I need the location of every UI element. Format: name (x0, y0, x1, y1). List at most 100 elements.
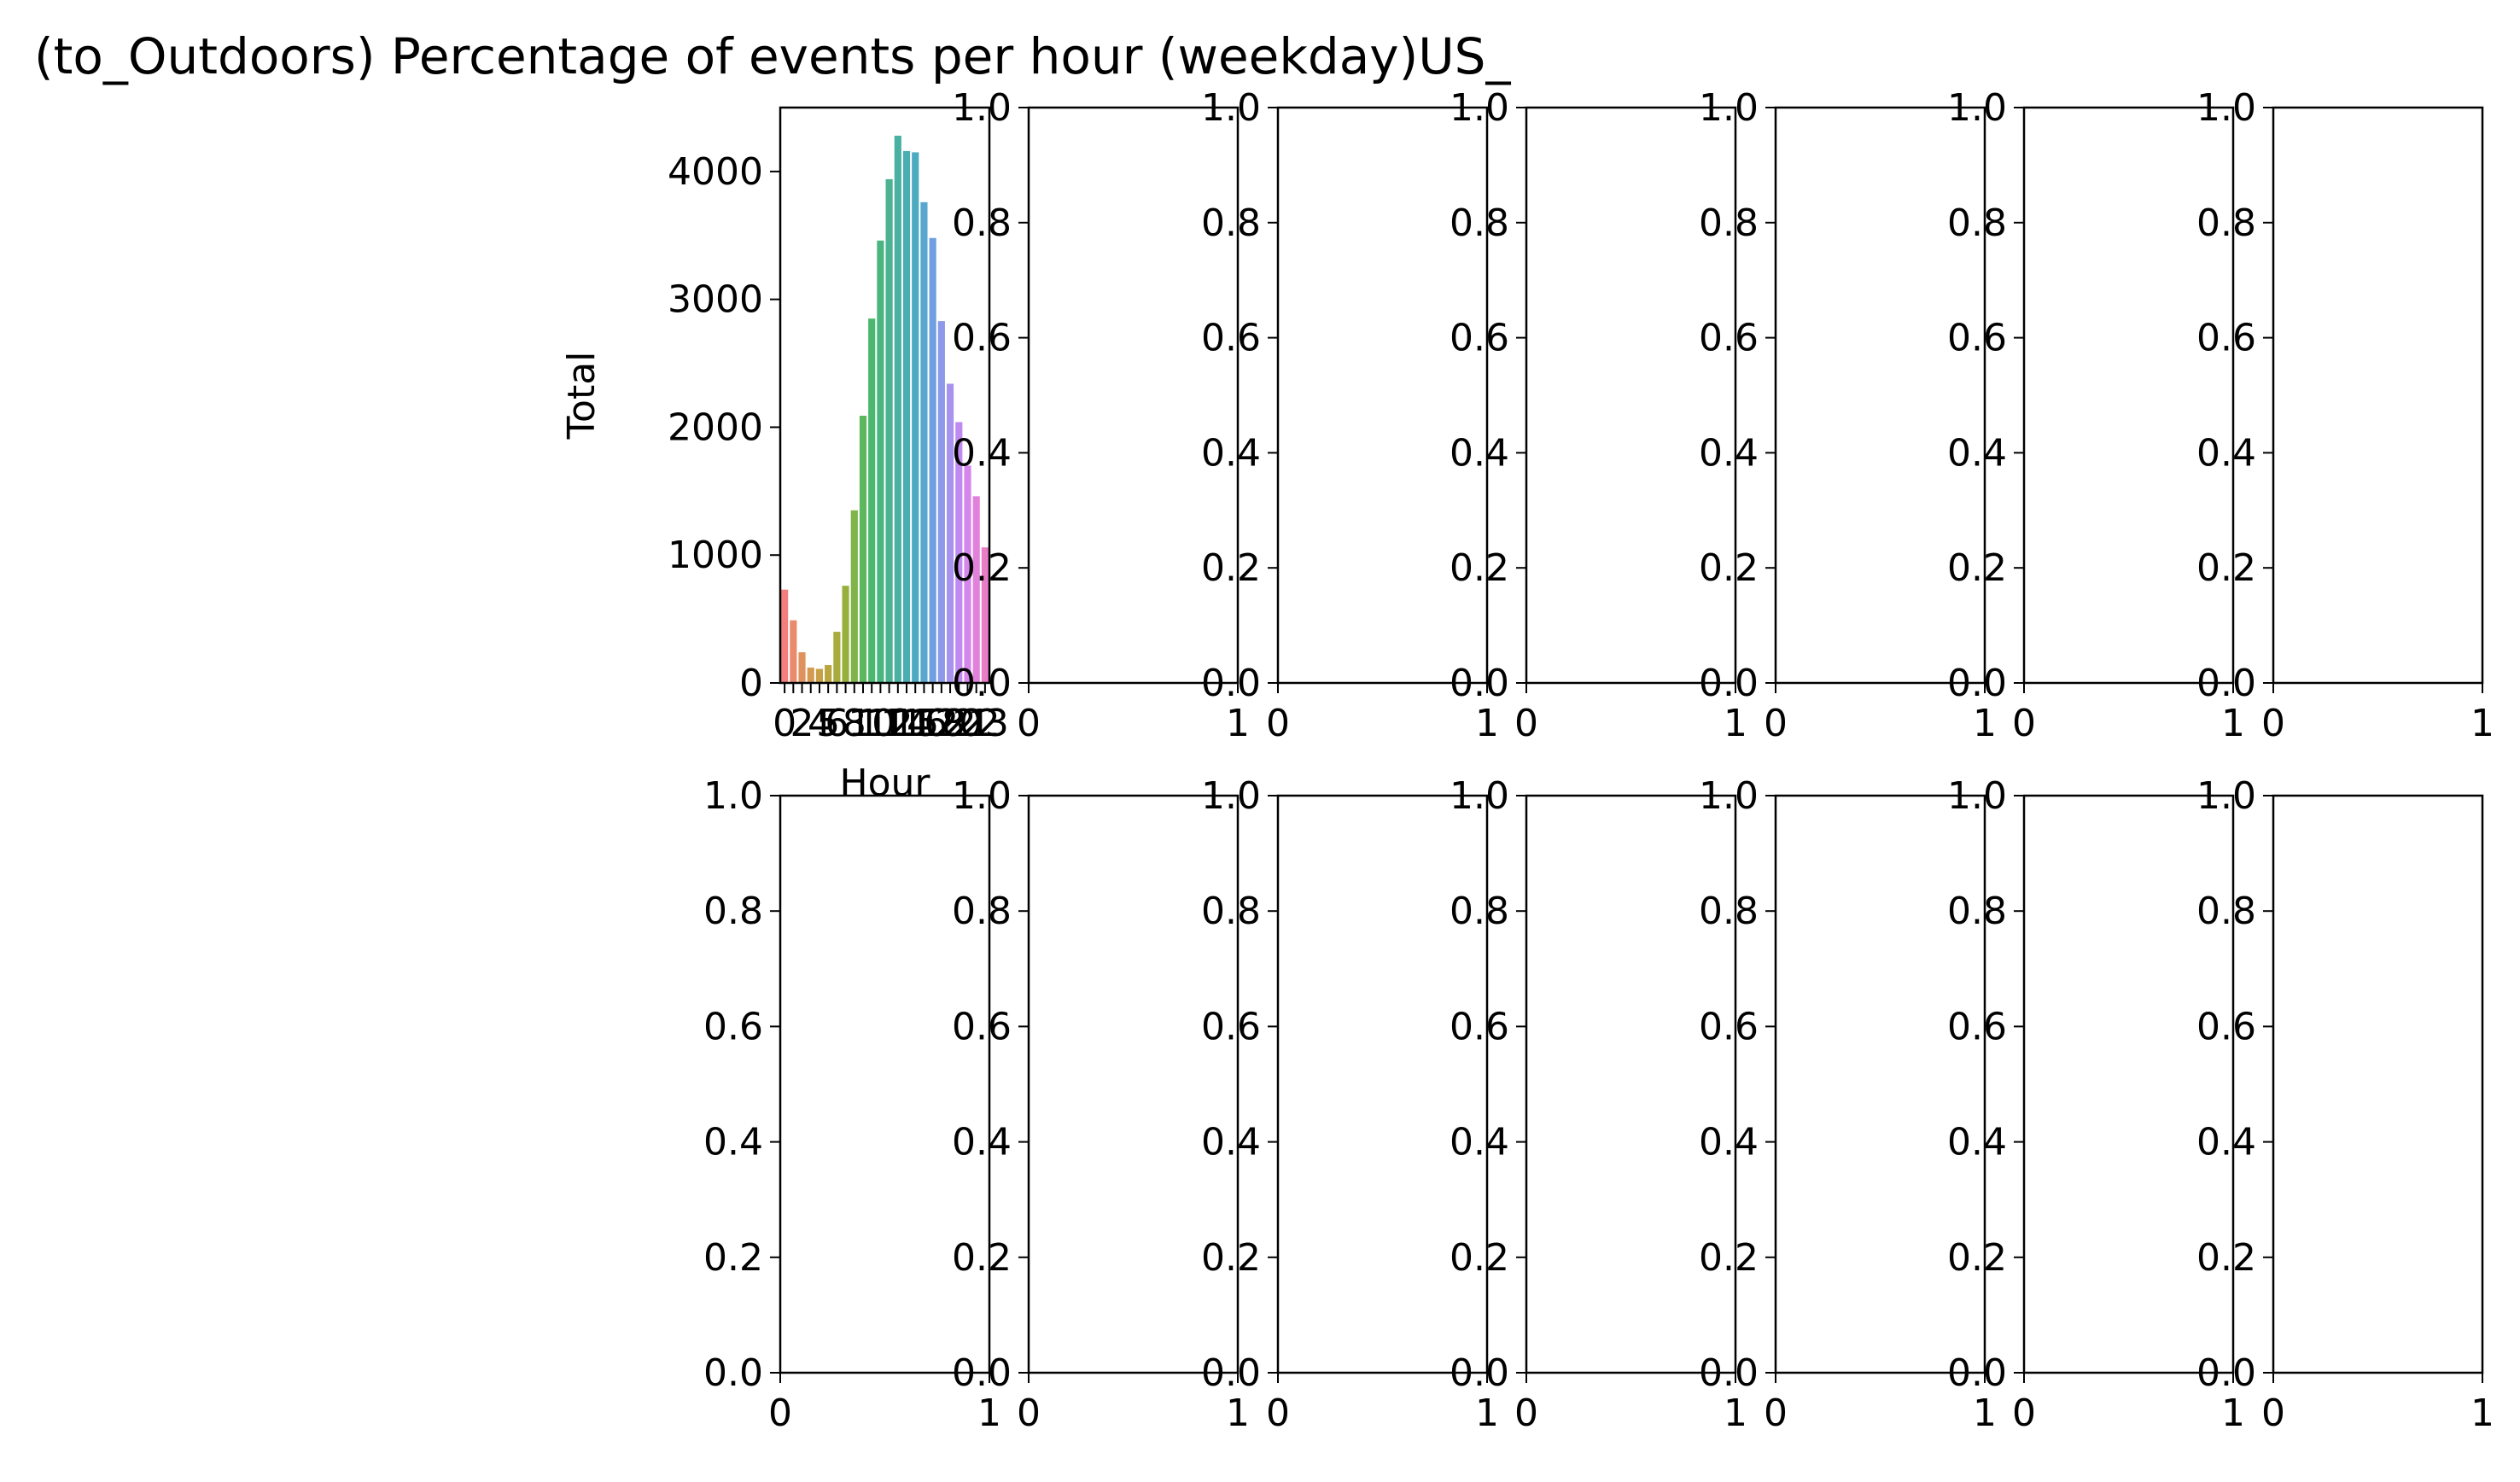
x-tick-label: 11 (856, 702, 904, 745)
x-tick-label: 1 (2221, 1392, 2245, 1435)
bar-21 (964, 465, 971, 683)
x-tick-label: 0 (2012, 702, 2036, 745)
y-tick-label: 0.2 (1699, 546, 1759, 590)
y-tick-label: 0.6 (1947, 1005, 2007, 1048)
y-tick-label: 0.4 (952, 431, 1012, 475)
y-tick-label: 0.0 (952, 1351, 1012, 1395)
y-tick-label: 1.0 (1201, 86, 1261, 130)
subplot-12-frame (1774, 794, 1986, 1374)
figure-title: (to_Outdoors) Percentage of events per h… (34, 27, 1511, 85)
y-tick-label: 0.4 (2196, 431, 2256, 475)
bar-6 (833, 632, 841, 683)
y-tick-label: 0.0 (1450, 662, 1509, 705)
y-tick-label: 1.0 (703, 774, 763, 818)
y-tick-label: 1.0 (1947, 774, 2007, 818)
x-tick-label: 4 (808, 702, 831, 745)
y-tick-label: 1.0 (952, 774, 1012, 818)
y-tick-label: 0.8 (1201, 890, 1261, 933)
y-tick-label: 0.6 (1699, 1005, 1759, 1048)
y-tick-label: 0.4 (1947, 1121, 2007, 1164)
y-tick-label: 0.2 (703, 1236, 763, 1280)
x-tick-label: 0 (1514, 1392, 1538, 1435)
bar-1 (790, 620, 797, 683)
x-tick-label: 1 (2470, 702, 2494, 745)
x-tick-label: 1 (1973, 1392, 1997, 1435)
subplot-7-frame (2272, 106, 2484, 685)
y-tick-label: 0.8 (703, 890, 763, 933)
x-tick-label: 21 (943, 702, 991, 745)
y-tick-label: 0.0 (1201, 1351, 1261, 1395)
y-tick-label: 0.4 (1947, 431, 2007, 475)
y-tick-label: 0.4 (1201, 431, 1261, 475)
y-tick-label: 0.8 (952, 890, 1012, 933)
x-tick-label: 0 (2261, 702, 2285, 745)
x-tick-label: 1 (1226, 1392, 1250, 1435)
subplot-7-empty: 0.00.20.40.60.81.00 1 (2196, 86, 2494, 745)
y-tick-label: 4000 (668, 150, 763, 194)
y-tick-label: 0.6 (703, 1005, 763, 1048)
x-tick-label: 1 (1475, 702, 1499, 745)
x-tick-label: 1 (1475, 1392, 1499, 1435)
bar-9 (859, 415, 867, 683)
x-tick-label: 10 (848, 702, 895, 745)
x-tick-label: 0 (1017, 702, 1041, 745)
y-tick-label: 0.8 (1201, 201, 1261, 245)
y-tick-label: 1.0 (1450, 774, 1509, 818)
y-tick-label: 0.0 (2196, 1351, 2256, 1395)
y-tick-label: 0.2 (1450, 546, 1509, 590)
bar-3 (807, 668, 814, 683)
y-tick-label: 0.8 (1450, 890, 1509, 933)
y-tick-label: 0.8 (1947, 890, 2007, 933)
y-tick-label: 1.0 (1699, 774, 1759, 818)
bar-10 (868, 318, 876, 683)
x-tick-label: 17 (909, 702, 957, 745)
x-tick-label: 14 (883, 702, 930, 745)
subplot-11-empty: 0.00.20.40.60.81.00 1 (1450, 774, 1747, 1435)
x-tick-label: 22 (953, 702, 1000, 745)
subplot-10-frame (1276, 794, 1489, 1374)
x-tick-label: 0 (1514, 702, 1538, 745)
x-tick-label: 18 (918, 702, 965, 745)
y-tick-label: 0.8 (1947, 201, 2007, 245)
y-tick-label: 0.2 (2196, 546, 2256, 590)
x-tick-label: 0 (768, 1392, 792, 1435)
y-tick-label: 0.4 (1699, 1121, 1759, 1164)
y-tick-label: 0.6 (2196, 317, 2256, 360)
y-tick-label: 0.2 (1201, 1236, 1261, 1280)
y-tick-label: 0.0 (1699, 1351, 1759, 1395)
subplot-6-frame (2022, 106, 2235, 685)
subplot-grid: 0100020003000400002456810111214151617182… (560, 86, 2494, 1435)
x-tick-label: 1 (1226, 702, 1250, 745)
y-tick-label: 1000 (668, 534, 763, 577)
bar-16 (920, 201, 928, 684)
bar-12 (885, 178, 893, 683)
y-tick-label: 0.6 (1201, 317, 1261, 360)
y-tick-label: 1.0 (1201, 774, 1261, 818)
bar-14 (902, 150, 911, 684)
x-tick-label: 0 (1764, 702, 1788, 745)
y-tick-label: 0.4 (1450, 1121, 1509, 1164)
y-tick-label: 0.6 (1699, 317, 1759, 360)
x-tick-label: 1 (1724, 702, 1747, 745)
bar-15 (912, 152, 919, 684)
subplot-14-frame (2272, 794, 2484, 1374)
x-axis-label: Hour (840, 761, 931, 805)
subplot-3-empty: 0.00.20.40.60.81.00 1 (1201, 86, 1499, 745)
bar-0 (781, 589, 789, 683)
y-tick-label: 0.4 (703, 1121, 763, 1164)
y-tick-label: 1.0 (952, 86, 1012, 130)
subplot-4-empty: 0.00.20.40.60.81.00 1 (1450, 86, 1747, 745)
subplot-1-frame (779, 106, 991, 685)
subplot-1-bar: 0 1000 2000 3000 4000 02456810111214151617182… (560, 106, 1009, 805)
y-tick-label: 1.0 (1947, 86, 2007, 130)
y-tick-label: 0.0 (1201, 662, 1261, 705)
subplot-6-empty: 0.00.20.40.60.81.00 1 (1947, 86, 2245, 745)
subplot-8-frame (779, 794, 991, 1374)
x-tick-label: 1 (977, 1392, 1001, 1435)
y-tick-label: 0.2 (1450, 1236, 1509, 1280)
subplot-4-frame (1525, 106, 1737, 685)
bar-5 (825, 665, 832, 683)
subplot-13-empty: 0.00.20.40.60.81.00 1 (1947, 774, 2245, 1435)
y-tick-label: 0.2 (952, 1236, 1012, 1280)
y-tick-label: 1.0 (1699, 86, 1759, 130)
